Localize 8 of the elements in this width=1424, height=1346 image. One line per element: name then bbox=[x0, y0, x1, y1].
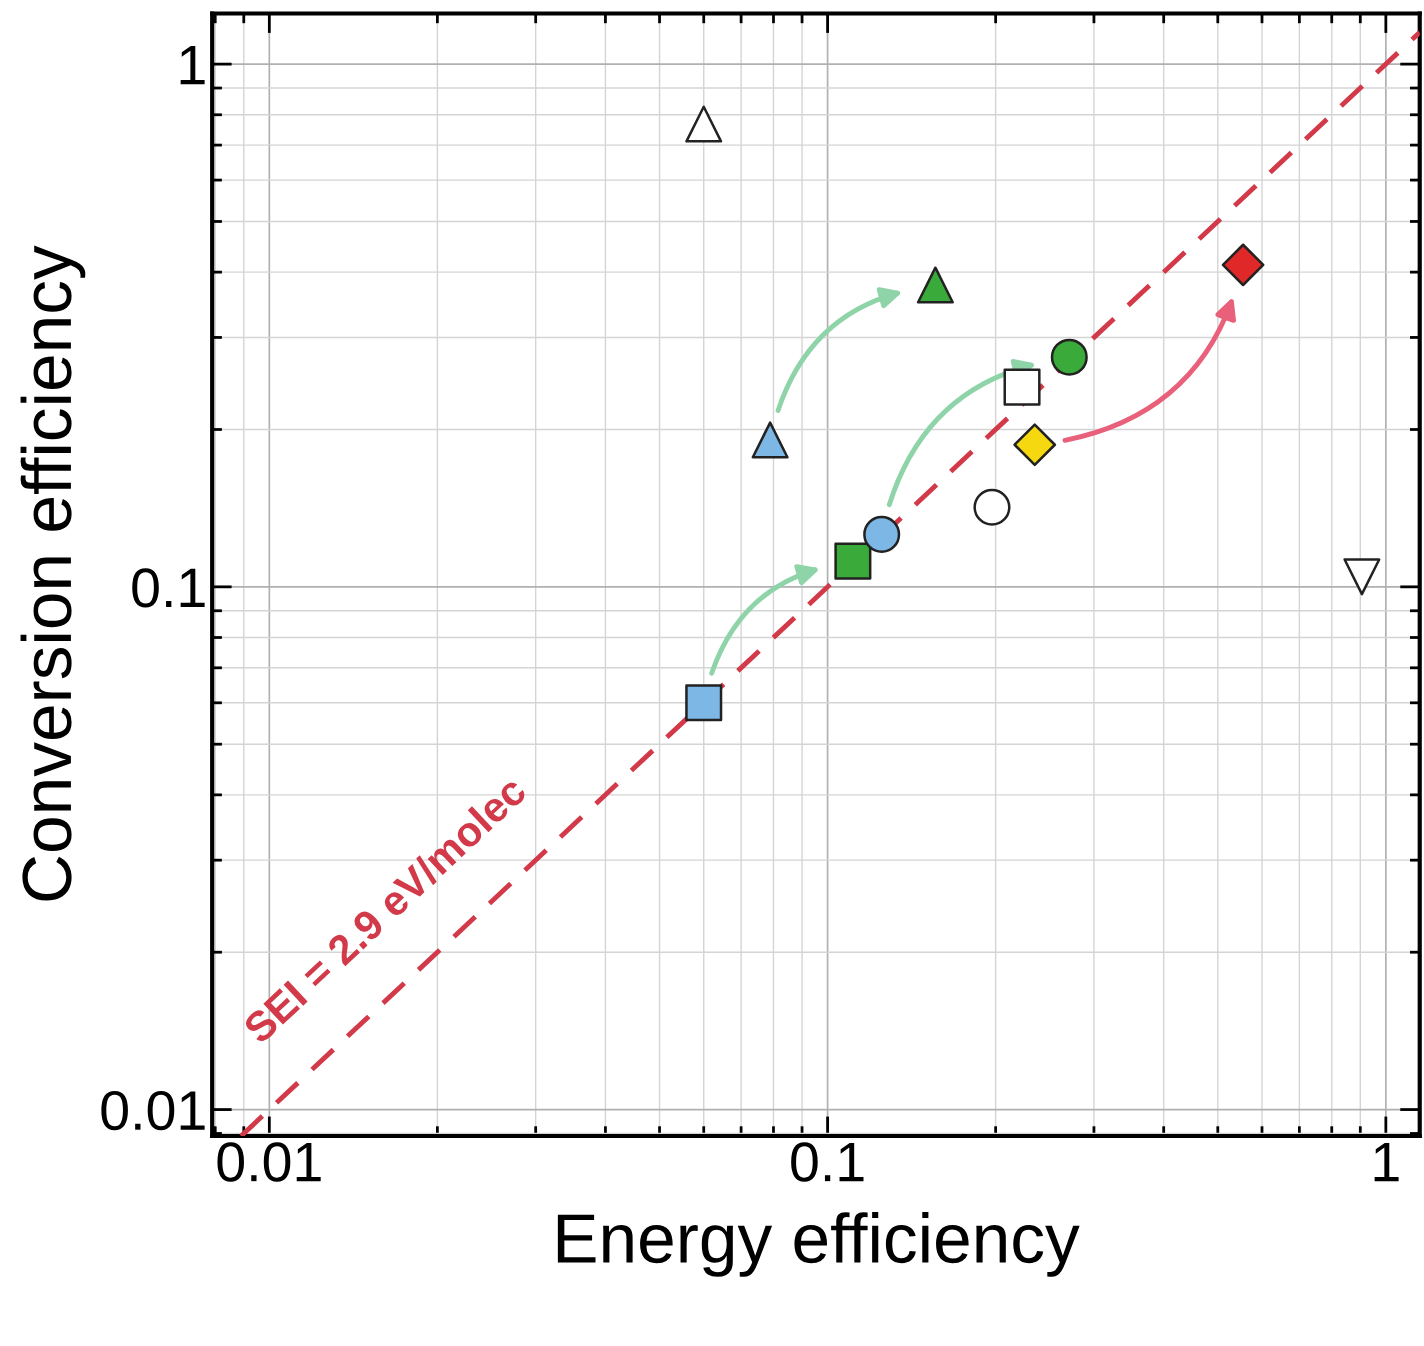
x-tick-label: 0.01 bbox=[217, 1142, 321, 1182]
y-axis-title: Conversion efficiency bbox=[20, 245, 86, 901]
x-tick-label: 1 bbox=[1374, 1142, 1399, 1182]
y-tick-label: 0.01 bbox=[101, 1090, 205, 1131]
x-tick-label: 0.1 bbox=[791, 1142, 864, 1182]
y-tick-label: 1 bbox=[180, 46, 205, 85]
y-tick-label: 0.1 bbox=[132, 568, 205, 608]
x-axis-title: Energy efficiency bbox=[557, 1212, 1080, 1277]
